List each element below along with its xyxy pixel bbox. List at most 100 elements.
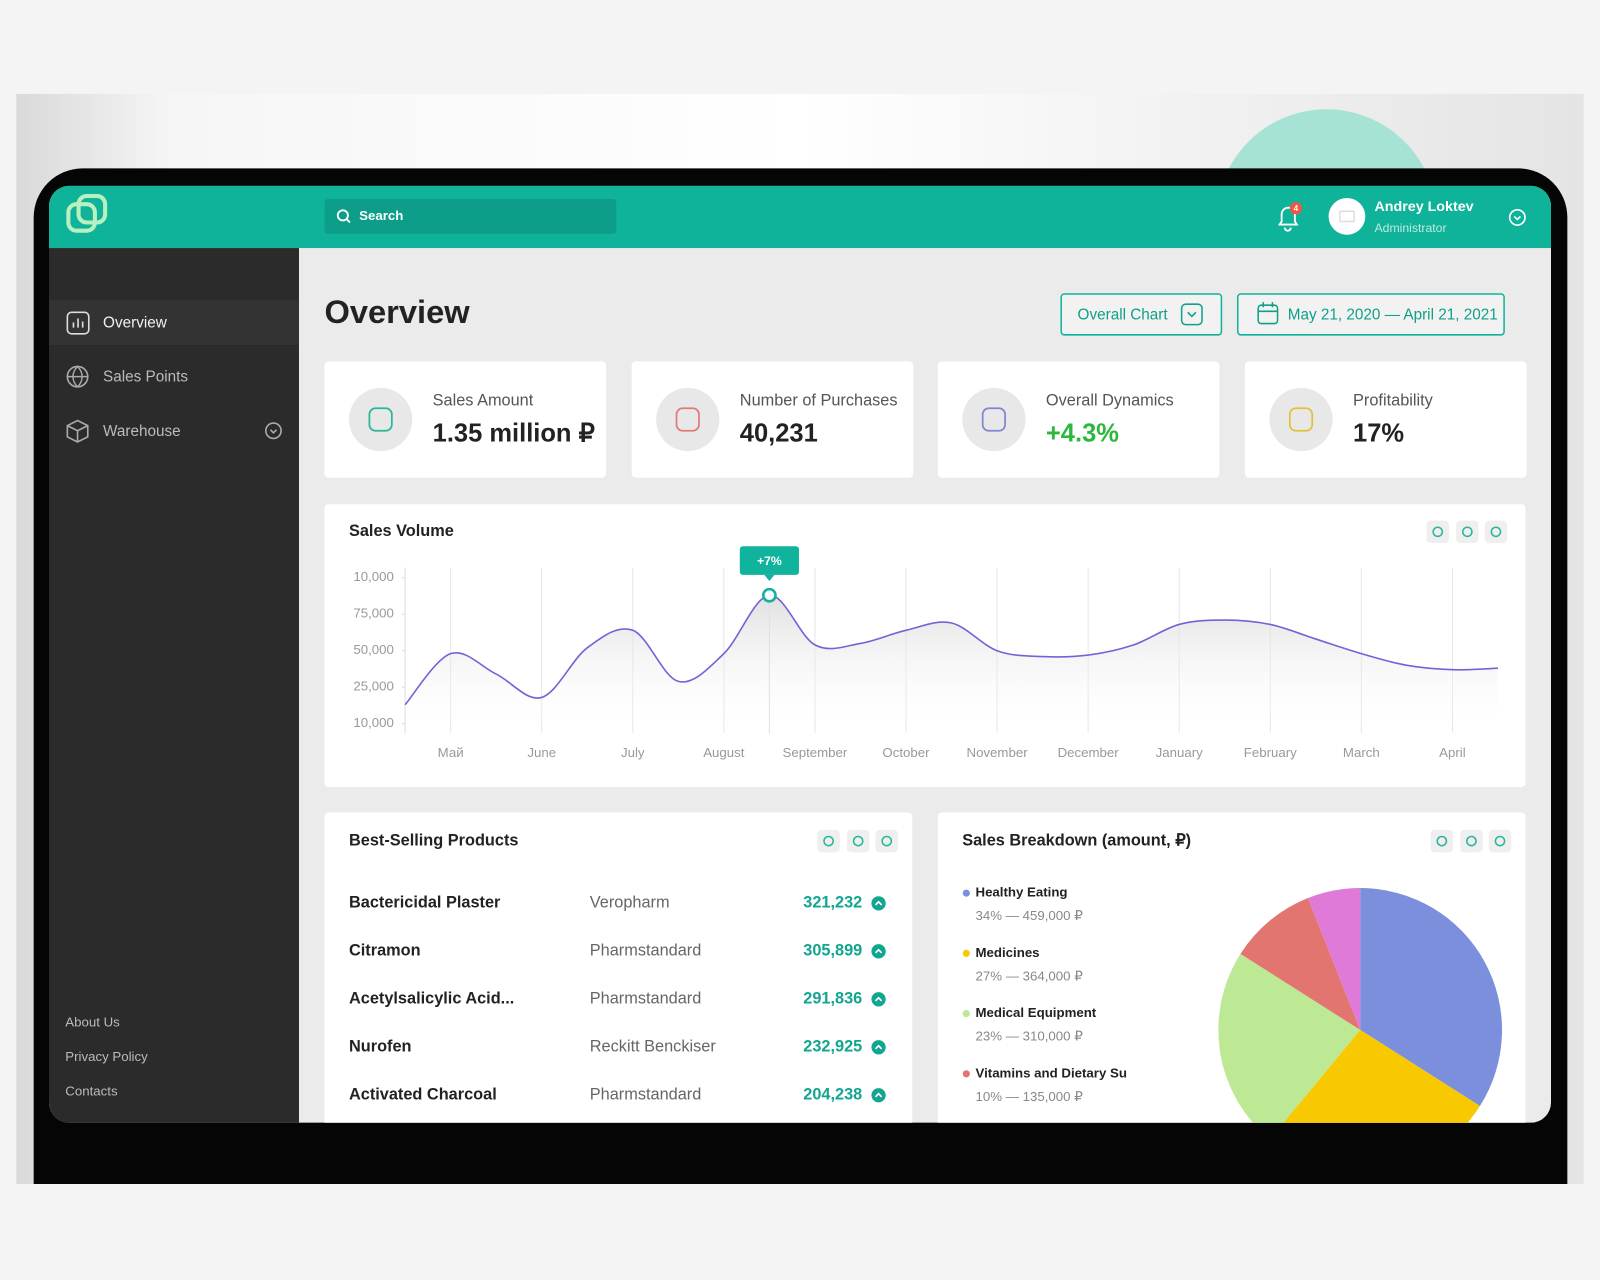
kpi-label: Sales Amount bbox=[433, 391, 534, 409]
nav-icon bbox=[66, 419, 89, 443]
footer-link[interactable]: About Us bbox=[65, 1014, 120, 1029]
product-name: Activated Charcoal bbox=[349, 1086, 497, 1104]
tool-button[interactable] bbox=[1430, 829, 1454, 853]
footer-link[interactable]: Privacy Policy bbox=[65, 1049, 148, 1064]
x-tick-label: January bbox=[1156, 745, 1204, 760]
legend-label: Medicines bbox=[976, 945, 1040, 960]
x-tick-label: August bbox=[703, 745, 745, 760]
tool-icon bbox=[1466, 835, 1477, 847]
tool-icon bbox=[881, 835, 893, 847]
kpi-value: 1.35 million ₽ bbox=[433, 420, 596, 448]
sales-count: 232,925 bbox=[803, 1038, 862, 1056]
legend-label: Medical Equipment bbox=[976, 1005, 1097, 1020]
y-tick-label: 25,000 bbox=[353, 679, 394, 694]
nav-item[interactable]: Overview bbox=[103, 315, 168, 332]
tool-button[interactable] bbox=[846, 829, 870, 853]
top-bar bbox=[48, 185, 1552, 249]
calendar-icon bbox=[1257, 304, 1279, 325]
kpi-card bbox=[937, 361, 1220, 478]
nav-icon bbox=[67, 365, 88, 388]
manufacturer: Pharmstandard bbox=[590, 942, 702, 960]
tool-button[interactable] bbox=[1426, 520, 1449, 544]
annotation: +7% bbox=[757, 554, 782, 568]
manufacturer: Pharmstandard bbox=[590, 990, 702, 1008]
date-range-label: May 21, 2020 — April 21, 2021 bbox=[1288, 306, 1498, 323]
legend-dot bbox=[962, 949, 970, 957]
calendar-icon bbox=[1258, 302, 1278, 313]
page-title: Overview bbox=[324, 293, 470, 330]
kpi-icon bbox=[981, 407, 1006, 432]
date-range-picker[interactable] bbox=[1236, 293, 1505, 336]
pie-slice bbox=[1240, 898, 1361, 1030]
legend-value: 27% — 364,000 ₽ bbox=[976, 968, 1083, 983]
nav-item[interactable]: Warehouse bbox=[103, 423, 181, 440]
search-icon bbox=[336, 209, 349, 222]
tool-icon bbox=[852, 835, 864, 847]
tool-button[interactable] bbox=[1460, 829, 1483, 853]
user-menu-toggle[interactable] bbox=[1508, 208, 1526, 226]
user-role: Administrator bbox=[1374, 221, 1446, 235]
sales-count: 305,899 bbox=[803, 942, 862, 960]
tool-button[interactable] bbox=[817, 829, 840, 853]
tool-icon bbox=[1461, 526, 1473, 538]
kpi-icon-bg bbox=[962, 387, 1026, 452]
tool-button[interactable] bbox=[1456, 520, 1479, 544]
peak-marker bbox=[761, 587, 777, 603]
trend-icon bbox=[871, 992, 886, 1007]
manufacturer: Reckitt Benckiser bbox=[590, 1038, 717, 1056]
trend-icon bbox=[871, 1088, 886, 1103]
screen: Overview Overall Chart May 21, 2020 — Ap… bbox=[48, 185, 1552, 1123]
sales-count: 291,836 bbox=[803, 990, 862, 1008]
bell-icon[interactable] bbox=[1277, 206, 1299, 232]
footer-link[interactable]: Contacts bbox=[65, 1084, 118, 1099]
legend-dot bbox=[962, 889, 970, 897]
tool-button[interactable] bbox=[1488, 829, 1512, 853]
y-tick-label: 50,000 bbox=[353, 642, 394, 657]
trend-icon bbox=[871, 1040, 886, 1055]
x-tick-label: September bbox=[783, 745, 848, 760]
nav-expand[interactable] bbox=[265, 422, 282, 440]
tool-icon bbox=[1432, 526, 1444, 538]
legend-value: 34% — 459,000 ₽ bbox=[976, 908, 1083, 923]
avatar-placeholder bbox=[1339, 210, 1355, 223]
nav-item[interactable]: Sales Points bbox=[103, 369, 188, 386]
x-tick-label: March bbox=[1343, 745, 1380, 760]
pie-slice bbox=[1269, 1029, 1480, 1123]
x-tick-label: July bbox=[621, 745, 645, 760]
logo bbox=[66, 193, 108, 233]
badge bbox=[1289, 202, 1303, 215]
tool-button[interactable] bbox=[875, 829, 898, 853]
legend-dot bbox=[962, 1010, 970, 1018]
avatar[interactable] bbox=[1328, 198, 1366, 235]
product-name: Nurofen bbox=[349, 1038, 412, 1056]
y-tick-label: 10,000 bbox=[353, 569, 394, 584]
legend-value: 23% — 310,000 ₽ bbox=[976, 1029, 1083, 1044]
legend-dot bbox=[962, 1070, 970, 1078]
nav-icon bbox=[72, 318, 84, 328]
tool-icon bbox=[1494, 835, 1506, 847]
kpi-icon-bg bbox=[656, 387, 720, 452]
kpi-label: Number of Purchases bbox=[740, 391, 898, 409]
notification-count: 4 bbox=[1294, 204, 1299, 213]
nav-icon bbox=[66, 311, 90, 335]
x-tick-label: February bbox=[1244, 745, 1297, 760]
kpi-card bbox=[631, 361, 914, 478]
tool-button[interactable] bbox=[1484, 520, 1508, 544]
trend-arrow bbox=[874, 900, 883, 906]
trend-icon bbox=[871, 944, 886, 959]
kpi-card bbox=[1244, 361, 1527, 478]
legend-value: 10% — 135,000 ₽ bbox=[976, 1089, 1083, 1104]
kpi-icon bbox=[675, 407, 700, 432]
x-tick-label: November bbox=[967, 745, 1029, 760]
tool-icon bbox=[823, 835, 834, 847]
kpi-value: 17% bbox=[1353, 420, 1404, 448]
chevron bbox=[269, 429, 278, 434]
sales-count: 321,232 bbox=[803, 894, 862, 912]
chart-selector[interactable] bbox=[1060, 293, 1223, 336]
search-placeholder: Search bbox=[359, 208, 403, 223]
manufacturer: Veropharm bbox=[590, 894, 670, 912]
kpi-value: 40,231 bbox=[740, 420, 818, 448]
search-box[interactable] bbox=[324, 199, 617, 234]
card-title: Best-Selling Products bbox=[349, 831, 518, 849]
